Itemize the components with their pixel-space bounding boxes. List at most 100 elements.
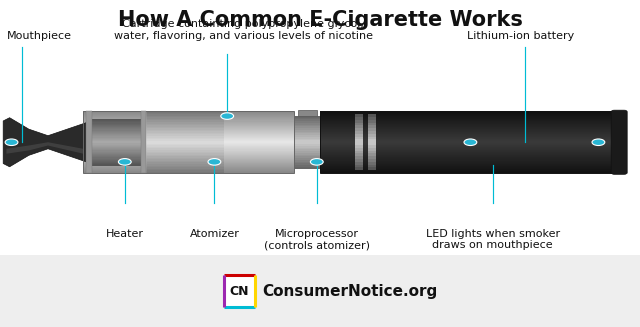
Bar: [83, 161, 294, 162]
Bar: [147, 123, 224, 125]
Bar: [294, 161, 320, 164]
Bar: [83, 149, 294, 150]
Bar: [83, 130, 294, 132]
Bar: [83, 166, 294, 167]
Bar: [0, 255, 640, 327]
Bar: [147, 114, 224, 116]
Bar: [320, 150, 624, 151]
Bar: [83, 139, 294, 140]
Bar: [147, 117, 224, 119]
Bar: [368, 150, 376, 153]
Bar: [368, 125, 376, 128]
Circle shape: [208, 159, 221, 165]
Bar: [86, 157, 141, 159]
Bar: [83, 111, 294, 173]
Bar: [86, 140, 141, 141]
Bar: [355, 131, 363, 134]
Bar: [294, 154, 320, 156]
Bar: [147, 131, 224, 133]
Bar: [147, 128, 224, 130]
Bar: [147, 134, 224, 136]
Bar: [86, 119, 141, 120]
Bar: [294, 128, 320, 130]
Bar: [320, 141, 624, 142]
Bar: [224, 275, 255, 307]
Bar: [83, 133, 294, 134]
Bar: [294, 140, 320, 142]
Bar: [355, 119, 363, 123]
Bar: [83, 165, 294, 166]
Bar: [83, 162, 294, 163]
Circle shape: [118, 159, 131, 165]
Bar: [368, 136, 376, 139]
Bar: [294, 138, 320, 141]
Text: CN: CN: [230, 284, 249, 298]
Bar: [320, 116, 624, 118]
Bar: [320, 147, 624, 148]
Bar: [368, 117, 376, 120]
Text: Cartridge containting polypropylene glycol,
water, flavoring, and various levels: Cartridge containting polypropylene glyc…: [114, 19, 372, 41]
Bar: [86, 126, 141, 127]
Bar: [320, 138, 624, 139]
Bar: [83, 113, 294, 114]
Bar: [83, 136, 294, 137]
Bar: [355, 167, 363, 170]
Bar: [83, 117, 294, 118]
Bar: [147, 168, 224, 170]
Bar: [147, 153, 224, 155]
Bar: [355, 147, 363, 151]
Bar: [320, 122, 624, 123]
Bar: [368, 145, 376, 148]
Bar: [86, 148, 141, 149]
Bar: [320, 143, 624, 144]
Bar: [355, 139, 363, 142]
Bar: [86, 161, 141, 162]
Bar: [355, 125, 363, 128]
Bar: [368, 164, 376, 167]
Circle shape: [592, 139, 605, 146]
Bar: [83, 131, 294, 133]
Polygon shape: [6, 142, 83, 154]
Bar: [320, 166, 624, 168]
Bar: [147, 161, 224, 163]
Bar: [320, 152, 624, 153]
Bar: [355, 114, 363, 117]
Bar: [147, 145, 224, 147]
Bar: [320, 146, 624, 147]
Bar: [368, 142, 376, 145]
Bar: [355, 136, 363, 139]
Bar: [320, 156, 624, 158]
Bar: [83, 170, 294, 171]
Bar: [83, 148, 294, 149]
Bar: [368, 153, 376, 156]
Bar: [355, 142, 363, 145]
Bar: [294, 135, 320, 137]
Bar: [320, 165, 624, 166]
Bar: [355, 128, 363, 131]
Bar: [294, 163, 320, 165]
Bar: [320, 135, 624, 136]
Bar: [86, 121, 141, 122]
Bar: [86, 127, 141, 128]
Bar: [355, 164, 363, 167]
Bar: [294, 129, 320, 132]
Bar: [83, 155, 294, 157]
Bar: [83, 159, 294, 160]
Bar: [294, 133, 320, 135]
Bar: [294, 152, 320, 155]
Bar: [320, 130, 624, 131]
Bar: [320, 169, 624, 171]
Bar: [147, 137, 224, 139]
Bar: [83, 116, 294, 117]
FancyBboxPatch shape: [611, 110, 627, 174]
Bar: [83, 169, 294, 170]
Bar: [320, 132, 624, 133]
Bar: [83, 121, 294, 123]
Bar: [83, 145, 294, 146]
Bar: [320, 157, 624, 159]
Bar: [320, 154, 624, 155]
Bar: [147, 148, 224, 150]
Bar: [320, 131, 624, 132]
Bar: [86, 150, 141, 152]
Bar: [147, 132, 224, 134]
